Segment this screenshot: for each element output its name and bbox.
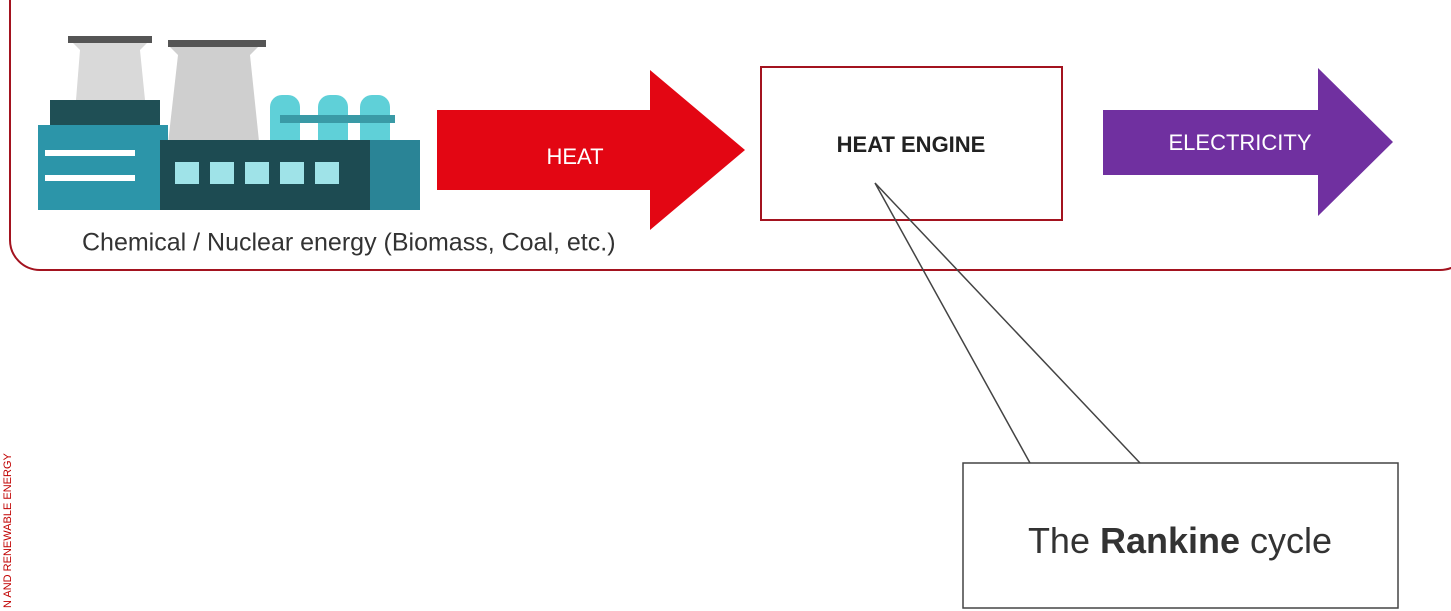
electricity-arrow — [1103, 68, 1393, 216]
callout-pointer — [874, 182, 1141, 464]
callout-part: The — [1028, 520, 1100, 561]
electricity-label: ELECTRICITY — [1168, 130, 1311, 155]
factory-icon — [38, 36, 420, 210]
heat-label: HEAT — [546, 144, 603, 169]
engine-box — [760, 66, 1063, 221]
side-text: N AND RENEWABLE ENERGY — [2, 452, 14, 608]
callout-part: cycle — [1240, 520, 1332, 561]
heat-arrow — [437, 70, 745, 230]
callout-text: The Rankine cycle — [1028, 520, 1332, 561]
frame — [9, 0, 1451, 271]
callout-box — [962, 462, 1399, 609]
source-label: Chemical / Nuclear energy (Biomass, Coal… — [82, 229, 616, 257]
engine-label: HEAT ENGINE — [837, 132, 986, 157]
callout-part-bold: Rankine — [1100, 520, 1240, 561]
